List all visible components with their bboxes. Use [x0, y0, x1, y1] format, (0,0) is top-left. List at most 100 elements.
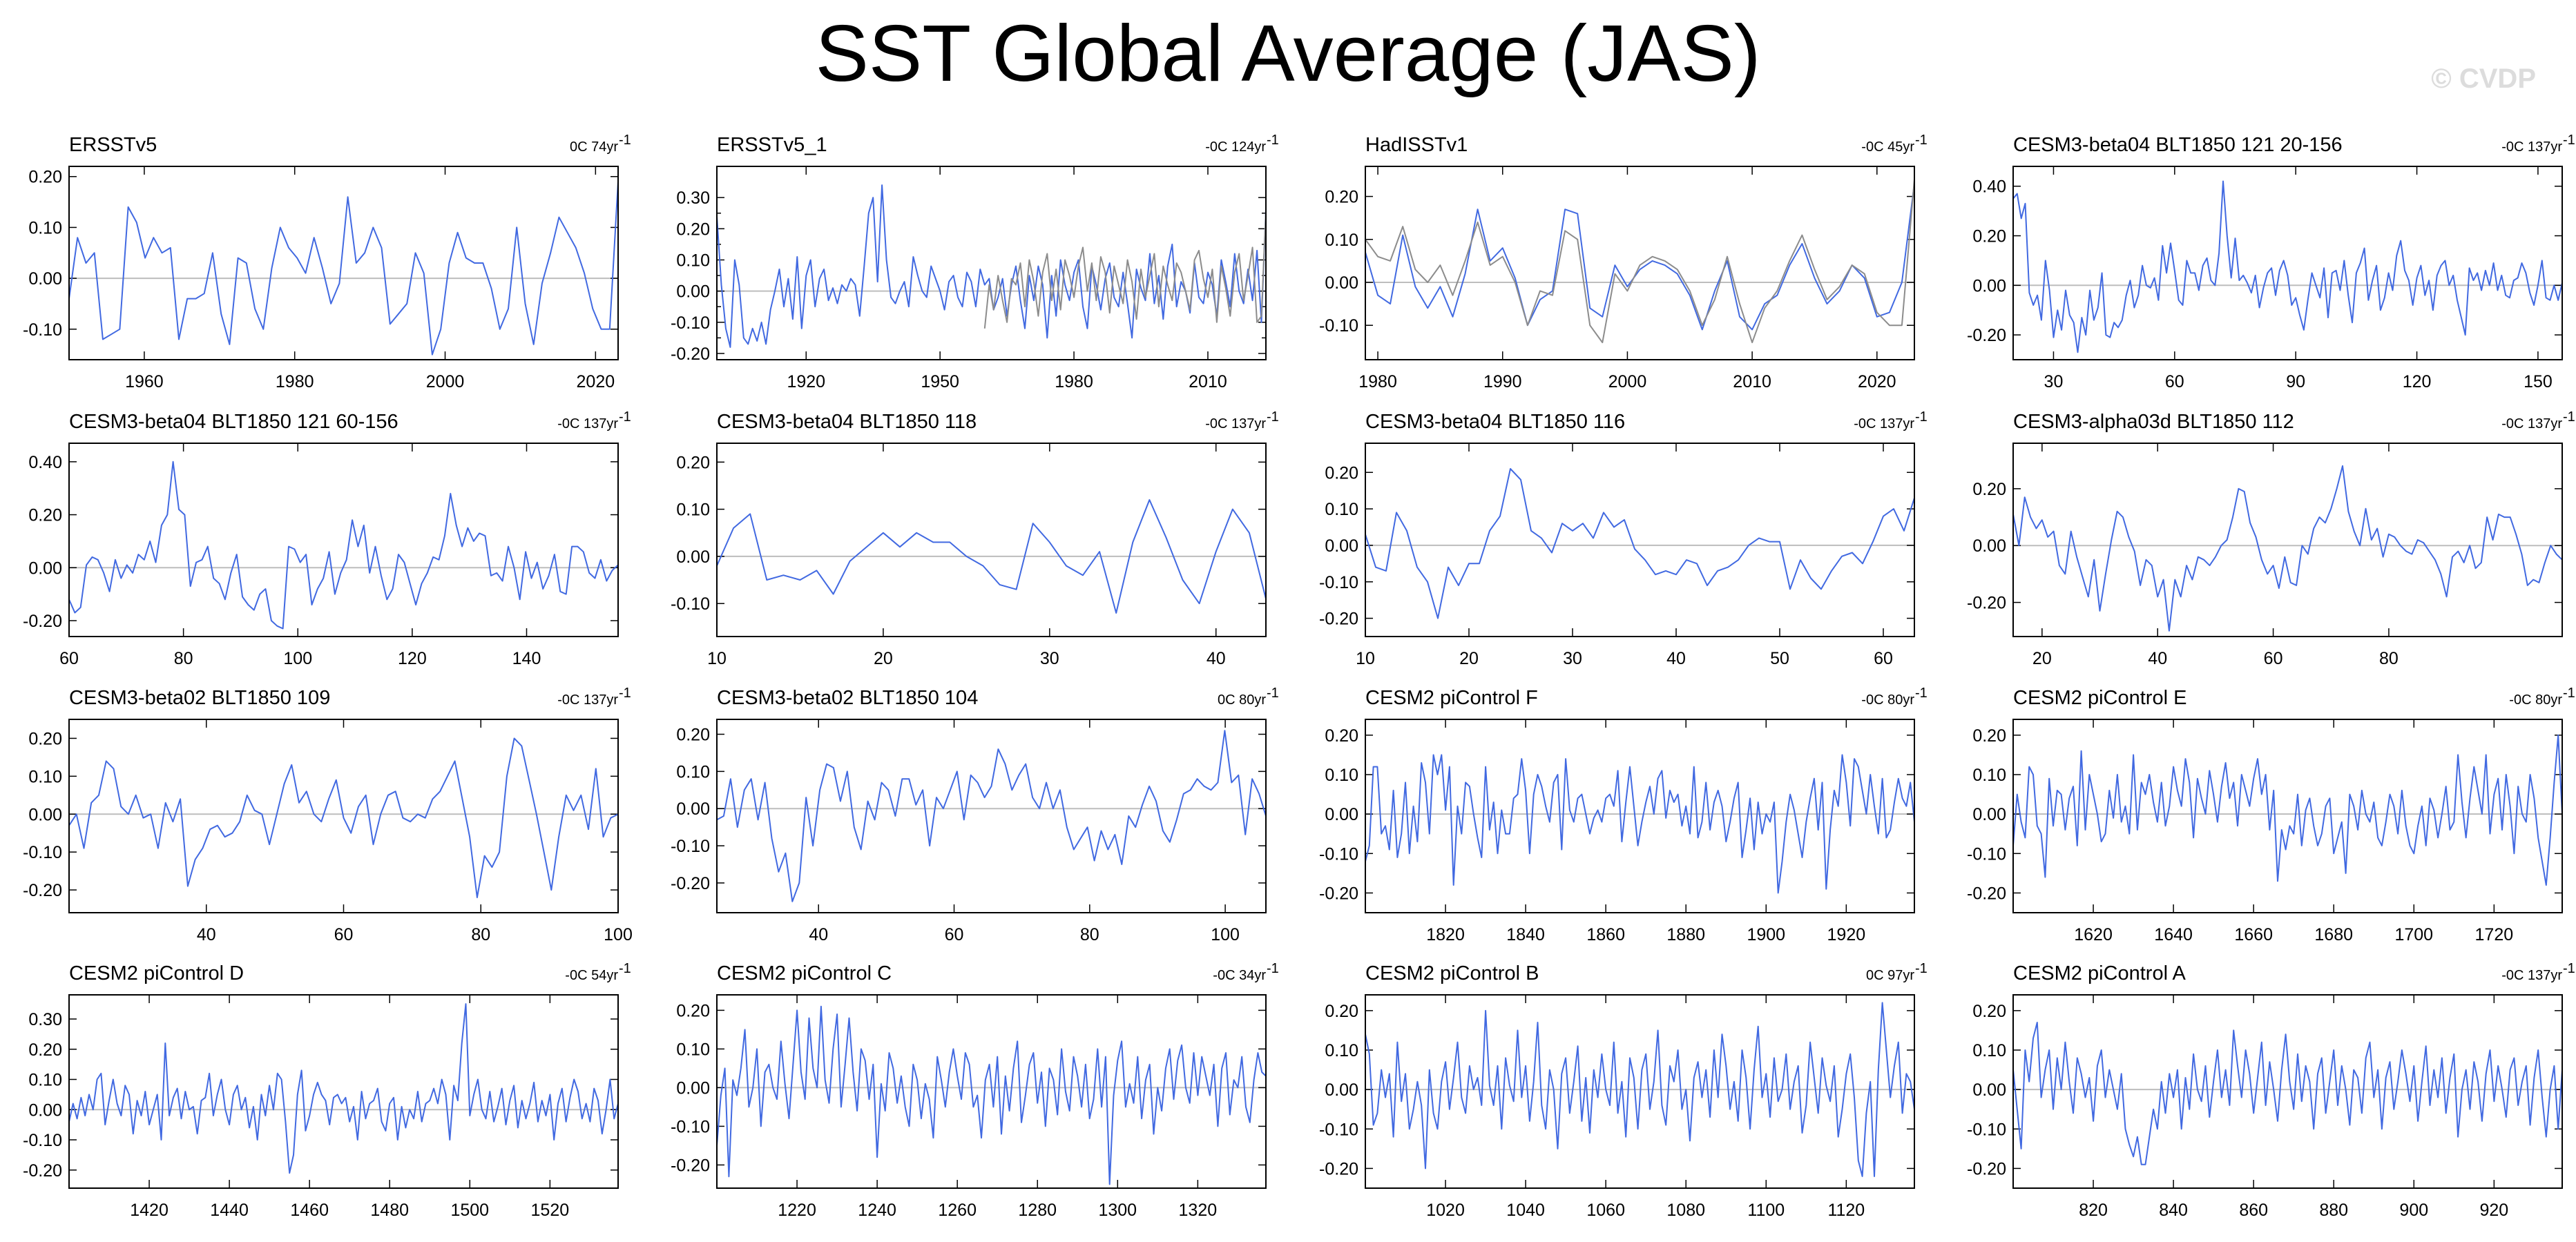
y-tick-label: -0.10: [1319, 844, 1358, 864]
trend-label: 0C 97yr: [1866, 968, 1914, 983]
y-tick-label: -0.20: [1319, 884, 1358, 903]
chart-panel: CESM3-beta02 BLT1850 109 -0C 137yr -1 -0.20…: [23, 686, 633, 944]
x-tick-label: 30: [1563, 649, 1582, 668]
trend-label: -0C 45yr: [1861, 139, 1914, 155]
panel-title: CESM3-beta04 BLT1850 121 20-156: [2013, 134, 2343, 156]
trend-label: -0C 137yr: [557, 416, 618, 431]
series-line: [2012, 1022, 2563, 1165]
panel-title: CESM3-beta04 BLT1850 116: [1365, 411, 1625, 433]
y-tick-label: 0.30: [28, 1010, 62, 1029]
y-tick-label: 0.00: [676, 282, 710, 302]
panel-title: CESM3-beta04 BLT1850 121 60-156: [69, 411, 398, 433]
x-tick-label: 60: [2165, 372, 2184, 391]
series-line: [716, 1005, 1267, 1185]
x-tick-label: 120: [398, 649, 427, 668]
trend-exponent: -1: [619, 133, 631, 148]
panel-title: ERSSTv5_1: [717, 134, 827, 156]
x-tick-label: 1060: [1586, 1201, 1625, 1220]
trend-exponent: -1: [1915, 133, 1928, 148]
x-tick-label: 1920: [1827, 925, 1866, 944]
series-line: [2012, 465, 2563, 632]
y-tick-label: 0.10: [1325, 766, 1358, 785]
x-tick-label: 1660: [2234, 925, 2273, 944]
y-tick-label: 0.20: [1325, 463, 1358, 483]
trend-exponent: -1: [1267, 133, 1279, 148]
x-tick-label: 20: [874, 649, 893, 668]
plot-frame: [68, 994, 619, 1189]
y-tick-label: -0.20: [1967, 594, 2006, 613]
panel-title: CESM2 piControl B: [1365, 962, 1539, 984]
x-tick-label: 880: [2319, 1201, 2348, 1220]
y-tick-label: -0.20: [1319, 1159, 1358, 1178]
y-tick-label: 0.20: [676, 1001, 710, 1020]
trend-label: 0C 74yr: [570, 139, 618, 155]
chart-panel: CESM2 piControl E -0C 80yr -1 -0.20 -0.10 0.0…: [1967, 686, 2575, 944]
series-line: [2012, 180, 2563, 353]
series-line: [68, 182, 619, 356]
panel-title: CESM3-beta02 BLT1850 104: [717, 687, 978, 709]
y-tick-label: -0.10: [1967, 1120, 2006, 1139]
x-tick-label: 40: [1207, 649, 1226, 668]
y-tick-label: -0.20: [671, 1156, 710, 1175]
chart-panel: CESM3-beta02 BLT1850 104 0C 80yr -1 -0.20 -0…: [671, 686, 1279, 944]
chart-panel: CESM3-beta04 BLT1850 121 60-156 -0C 137yr…: [23, 409, 631, 668]
trend-label: -0C 80yr: [2509, 692, 2562, 708]
trend-label: -0C 137yr: [2501, 968, 2562, 983]
trend-label: -0C 137yr: [2501, 416, 2562, 431]
y-tick-label: 0.00: [28, 559, 62, 578]
x-tick-label: 60: [1874, 649, 1893, 668]
plot-frame: [716, 719, 1267, 913]
trend-label: -0C 34yr: [1213, 968, 1266, 983]
y-tick-label: -0.10: [671, 837, 710, 856]
y-tick-label: 0.20: [28, 729, 62, 748]
x-tick-label: 100: [1211, 925, 1240, 944]
y-tick-label: -0.20: [23, 612, 62, 631]
x-tick-label: 10: [1356, 649, 1375, 668]
plot-frame: [716, 994, 1267, 1189]
trend-label: -0C 54yr: [565, 968, 618, 983]
y-tick-label: 0.00: [1972, 1080, 2006, 1100]
x-tick-label: 900: [2399, 1201, 2428, 1220]
x-tick-label: 100: [604, 925, 633, 944]
x-tick-label: 60: [59, 649, 79, 668]
plot-frame: [68, 443, 619, 637]
x-tick-label: 1860: [1586, 925, 1625, 944]
x-tick-label: 1900: [1747, 925, 1785, 944]
x-tick-label: 1980: [276, 372, 314, 391]
x-tick-label: 1100: [1747, 1201, 1785, 1220]
plot-frame: [68, 719, 619, 913]
x-tick-label: 1280: [1018, 1201, 1057, 1220]
y-tick-label: -0.20: [1319, 610, 1358, 629]
trend-label: -0C 80yr: [1861, 692, 1914, 708]
series-line: [716, 499, 1267, 614]
x-tick-label: 2000: [1608, 372, 1647, 391]
plot-frame: [2012, 994, 2563, 1189]
plot-frame: [716, 443, 1267, 637]
y-tick-label: 0.30: [676, 188, 710, 208]
plot-frame: [2012, 166, 2563, 360]
plot-frame: [1365, 994, 1915, 1189]
y-tick-label: 0.00: [1972, 276, 2006, 295]
y-tick-label: 0.20: [676, 220, 710, 239]
y-tick-label: 0.20: [1972, 227, 2006, 246]
panel-title: CESM3-beta04 BLT1850 118: [717, 411, 977, 433]
x-tick-label: 1300: [1098, 1201, 1137, 1220]
y-tick-label: 0.20: [28, 506, 62, 525]
plot-frame: [1365, 719, 1915, 913]
trend-label: -0C 137yr: [557, 692, 618, 708]
y-tick-label: 0.10: [676, 251, 710, 270]
x-tick-label: 1500: [450, 1201, 489, 1220]
y-tick-label: 0.00: [1325, 273, 1358, 293]
y-tick-label: 0.00: [676, 799, 710, 819]
chart-panel: CESM2 piControl F -0C 80yr -1 -0.20 -0.10 0.0…: [1319, 686, 1928, 944]
y-tick-label: -0.10: [23, 843, 62, 862]
plot-frame: [2012, 719, 2563, 913]
y-tick-label: 0.10: [1325, 1041, 1358, 1060]
y-tick-label: 0.20: [1325, 1002, 1358, 1021]
y-tick-label: 0.00: [1972, 536, 2006, 556]
x-tick-label: 840: [2159, 1201, 2188, 1220]
trend-exponent: -1: [1915, 961, 1928, 976]
plot-frame: [68, 166, 619, 360]
y-tick-label: -0.20: [23, 881, 62, 900]
